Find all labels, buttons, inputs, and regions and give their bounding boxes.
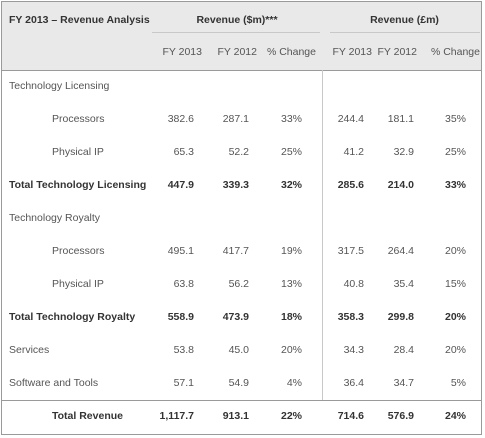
cell: 41.2 xyxy=(343,146,364,158)
cell: 25% xyxy=(444,146,466,158)
col-gbp-change: % Change xyxy=(430,46,480,58)
cell: 19% xyxy=(280,245,302,257)
cell: 40.8 xyxy=(343,278,364,290)
table-header xyxy=(2,2,481,70)
col-usd-fy2013: FY 2013 xyxy=(162,46,202,58)
cell: 25% xyxy=(280,146,302,158)
usd-group-header: Revenue ($m)*** xyxy=(196,14,278,26)
cell: 24% xyxy=(444,410,466,422)
cell: 20% xyxy=(444,311,466,323)
cell: 339.3 xyxy=(222,179,249,191)
cell: 382.6 xyxy=(167,113,194,125)
row-label: Total Revenue xyxy=(52,410,123,422)
cell: 32% xyxy=(280,179,302,191)
cell: 244.4 xyxy=(337,113,364,125)
cell: 33% xyxy=(280,113,302,125)
cell: 473.9 xyxy=(222,311,249,323)
cell: 34.3 xyxy=(343,344,364,356)
cell: 20% xyxy=(280,344,302,356)
cell: 63.8 xyxy=(173,278,194,290)
cell: 181.1 xyxy=(387,113,414,125)
cell: 22% xyxy=(280,410,302,422)
cell: 20% xyxy=(444,344,466,356)
cell: 417.7 xyxy=(222,245,249,257)
cell: 45.0 xyxy=(228,344,249,356)
col-gbp-fy2013: FY 2013 xyxy=(332,46,372,58)
cell: 214.0 xyxy=(387,179,414,191)
cell: 558.9 xyxy=(167,311,194,323)
cell: 285.6 xyxy=(337,179,364,191)
cell: 714.6 xyxy=(337,410,364,422)
row-label: Total Technology Licensing xyxy=(9,179,147,191)
col-gbp-fy2012: FY 2012 xyxy=(377,46,417,58)
row-label: Services xyxy=(9,344,50,356)
section-technology-licensing: Technology Licensing xyxy=(9,80,110,92)
cell: 65.3 xyxy=(173,146,194,158)
cell: 56.2 xyxy=(228,278,249,290)
cell: 35% xyxy=(444,113,466,125)
cell: 34.7 xyxy=(393,377,414,389)
cell: 576.9 xyxy=(387,410,414,422)
group-separator xyxy=(322,70,323,400)
cell: 35.4 xyxy=(393,278,414,290)
header-bottom-border xyxy=(2,70,481,71)
row-label: Processors xyxy=(52,113,105,125)
total-top-border xyxy=(2,400,481,401)
cell: 52.2 xyxy=(228,146,249,158)
cell: 1,117.7 xyxy=(159,410,194,422)
usd-group-divider xyxy=(152,32,320,33)
row-label: Total Technology Royalty xyxy=(9,311,136,323)
cell: 53.8 xyxy=(173,344,194,356)
cell: 57.1 xyxy=(173,377,194,389)
gbp-group-divider xyxy=(330,32,480,33)
cell: 299.8 xyxy=(387,311,414,323)
cell: 33% xyxy=(444,179,466,191)
cell: 15% xyxy=(444,278,466,290)
cell: 5% xyxy=(450,377,466,389)
col-usd-change: % Change xyxy=(266,46,316,58)
cell: 54.9 xyxy=(228,377,249,389)
section-technology-royalty: Technology Royalty xyxy=(9,212,101,224)
cell: 495.1 xyxy=(167,245,194,257)
row-label: Software and Tools xyxy=(9,377,99,389)
cell: 913.1 xyxy=(222,410,249,422)
cell: 287.1 xyxy=(222,113,249,125)
cell: 4% xyxy=(286,377,302,389)
cell: 36.4 xyxy=(343,377,364,389)
cell: 358.3 xyxy=(337,311,364,323)
cell: 28.4 xyxy=(393,344,414,356)
cell: 32.9 xyxy=(393,146,414,158)
cell: 13% xyxy=(280,278,302,290)
row-label: Physical IP xyxy=(52,278,104,290)
col-usd-fy2012: FY 2012 xyxy=(217,46,257,58)
table-title: FY 2013 – Revenue Analysis xyxy=(9,14,150,26)
cell: 18% xyxy=(280,311,302,323)
cell: 20% xyxy=(444,245,466,257)
row-label: Physical IP xyxy=(52,146,104,158)
gbp-group-header: Revenue (£m) xyxy=(370,14,439,26)
cell: 447.9 xyxy=(167,179,194,191)
cell: 264.4 xyxy=(387,245,414,257)
cell: 317.5 xyxy=(337,245,364,257)
row-label: Processors xyxy=(52,245,105,257)
